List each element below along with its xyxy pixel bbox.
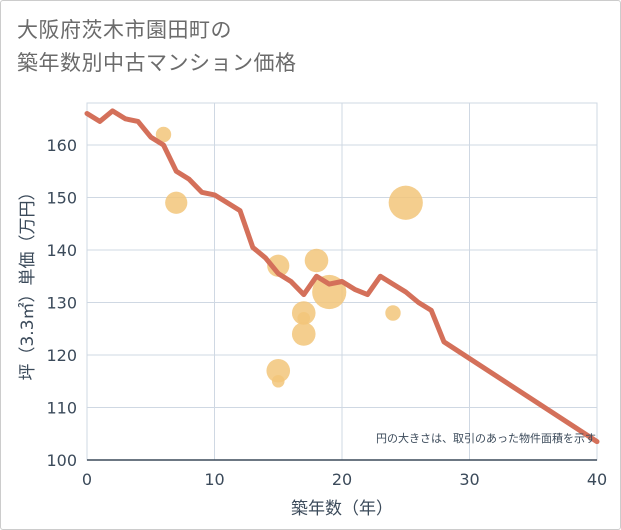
x-axis-label: 築年数（年） <box>291 499 393 519</box>
price-line-series <box>84 108 600 445</box>
bubble-point <box>304 248 329 273</box>
y-tick-label: 100 <box>46 451 77 470</box>
y-tick-label: 130 <box>46 294 77 313</box>
x-tick-label: 10 <box>204 470 224 489</box>
y-axis-label: 坪（3.3㎡）単価（万円） <box>18 183 38 380</box>
bubble-series <box>155 126 423 388</box>
bubble-point <box>385 305 401 321</box>
x-tick-label: 30 <box>459 470 479 489</box>
bubble-point <box>165 191 188 214</box>
bubble-point <box>266 358 291 383</box>
bubble-size-note: 円の大きさは、取引のあった物件面積を示す <box>376 431 596 445</box>
y-tick-label: 150 <box>46 189 77 208</box>
chart-title: 大阪府茨木市園田町の 築年数別中古マンション価格 <box>17 14 297 80</box>
bubble-point <box>271 374 285 388</box>
bubble-point <box>297 311 311 325</box>
x-tick-label: 20 <box>332 470 352 489</box>
y-tick-label: 140 <box>46 241 77 260</box>
axes: 0 10 20 30 40 100 110 120 130 140 150 160 <box>46 136 607 489</box>
chart-title-line-1: 大阪府茨木市園田町の <box>17 18 232 42</box>
bubble-point <box>291 322 316 346</box>
y-tick-label: 120 <box>46 346 77 365</box>
bubble-point <box>267 254 290 277</box>
bubble-point <box>155 126 172 143</box>
price-line <box>84 108 600 445</box>
x-tick-label: 40 <box>587 470 607 489</box>
y-tick-label: 160 <box>46 136 77 155</box>
x-tick-label: 0 <box>82 470 92 489</box>
y-tick-label: 110 <box>46 399 77 418</box>
chart-title-line-2: 築年数別中古マンション価格 <box>17 51 297 75</box>
bubble-point <box>388 185 423 220</box>
